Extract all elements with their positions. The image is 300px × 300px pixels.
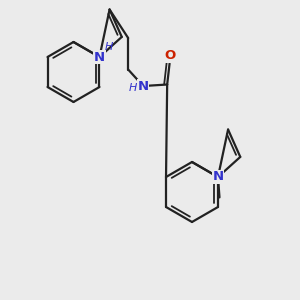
Text: N: N [212,170,224,184]
Text: H: H [105,42,113,52]
Text: N: N [138,80,149,92]
Text: H: H [129,83,137,93]
Text: N: N [94,50,105,64]
Text: O: O [164,49,175,62]
